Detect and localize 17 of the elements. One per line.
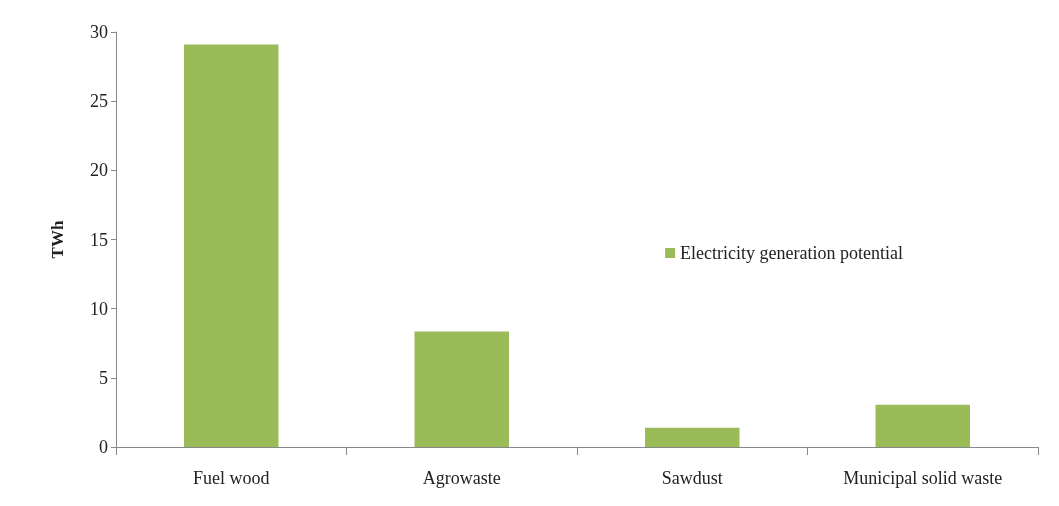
bar [414, 331, 509, 447]
y-tick-label: 20 [90, 160, 108, 181]
y-tick-label: 15 [90, 229, 108, 250]
y-tick-label: 0 [99, 437, 108, 457]
y-tick-label: 30 [90, 22, 108, 42]
bar [875, 404, 970, 447]
y-tick-label: 25 [90, 91, 108, 112]
y-tick-label: 10 [90, 298, 108, 319]
bar [645, 427, 740, 447]
legend-label: Electricity generation potential [680, 243, 904, 263]
x-tick-label: Sawdust [661, 468, 723, 488]
x-tick-label: Agrowaste [422, 468, 501, 488]
bar [184, 44, 279, 447]
y-axis-title: TWh [48, 220, 67, 259]
x-tick-label: Fuel wood [193, 468, 270, 488]
y-tick-label: 5 [99, 367, 108, 388]
x-tick-label: Municipal solid waste [843, 468, 1003, 488]
